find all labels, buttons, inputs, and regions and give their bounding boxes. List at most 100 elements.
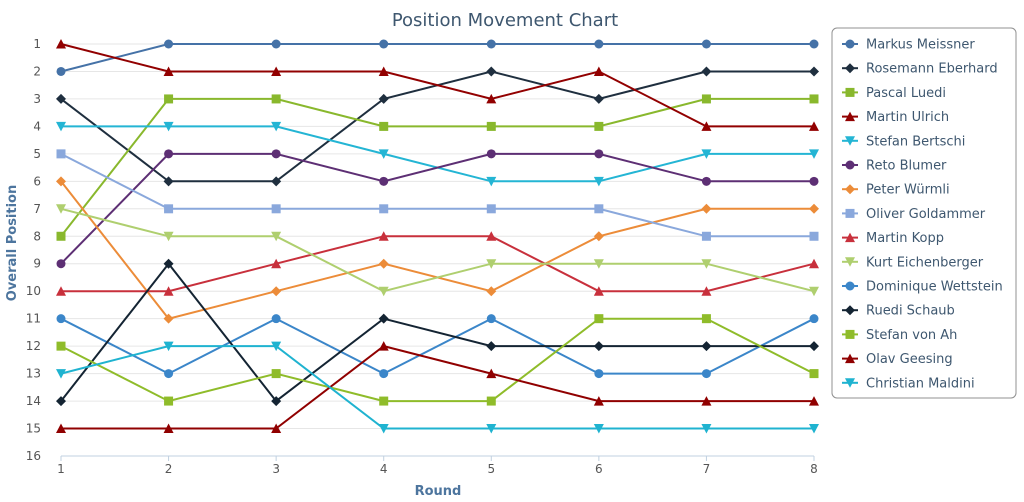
series-8[interactable]: [56, 149, 819, 241]
data-point: [486, 314, 496, 324]
data-point: [809, 231, 819, 241]
data-point: [701, 121, 712, 131]
legend-item[interactable]: Martin Kopp: [842, 231, 944, 246]
data-point: [593, 231, 604, 242]
data-point: [809, 176, 819, 186]
data-point: [486, 204, 496, 214]
legend-item[interactable]: Ruedi Schaub: [842, 304, 955, 319]
series-line[interactable]: [60, 180, 814, 320]
y-tick-label: 10: [26, 284, 41, 298]
data-point: [163, 66, 174, 76]
legend-marker: [845, 208, 855, 218]
series-13[interactable]: [56, 314, 819, 406]
series-15[interactable]: [56, 341, 819, 434]
legend-label: Peter Würmli: [866, 183, 950, 198]
legend-item[interactable]: Christian Maldini: [842, 376, 975, 391]
series-line[interactable]: [60, 317, 815, 375]
series-14[interactable]: [56, 341, 819, 434]
series-line[interactable]: [60, 317, 815, 403]
data-point: [486, 368, 497, 379]
series-line[interactable]: [60, 153, 814, 238]
series-line[interactable]: [60, 207, 815, 293]
data-point: [378, 424, 389, 434]
series-6[interactable]: [56, 149, 819, 269]
data-point: [378, 286, 389, 297]
y-tick-label: 7: [33, 202, 41, 216]
data-point: [56, 93, 66, 104]
legend-label: Pascal Luedi: [866, 86, 946, 101]
series-7[interactable]: [56, 176, 819, 324]
legend-marker: [845, 232, 855, 243]
legend-item[interactable]: Peter Würmli: [842, 183, 950, 198]
x-tick-label: 5: [487, 462, 495, 476]
data-point: [163, 176, 174, 187]
data-point: [486, 286, 497, 297]
legend-item[interactable]: Olav Geesing: [842, 352, 953, 367]
series-line[interactable]: [60, 43, 814, 73]
legend-label: Stefan von Ah: [866, 328, 957, 343]
data-point: [379, 121, 389, 131]
data-point: [809, 369, 819, 379]
legend-label: Oliver Goldammer: [866, 207, 986, 222]
data-point: [378, 341, 389, 351]
legend-item[interactable]: Stefan Bertschi: [842, 134, 965, 149]
data-point: [271, 176, 282, 187]
legend-label: Stefan Bertschi: [866, 134, 965, 149]
data-point: [594, 39, 604, 49]
series-11[interactable]: [56, 314, 819, 379]
legend-item[interactable]: Oliver Goldammer: [842, 207, 986, 222]
data-point: [701, 314, 711, 324]
series-3[interactable]: [56, 94, 819, 241]
y-tick-label: 12: [26, 339, 41, 353]
data-point: [56, 314, 66, 324]
data-point: [271, 231, 282, 242]
legend-item[interactable]: Pascal Luedi: [842, 86, 946, 101]
data-point: [56, 149, 66, 159]
legend-item[interactable]: Dominique Wettstein: [842, 280, 1003, 295]
legend-item[interactable]: Stefan von Ah: [842, 328, 957, 343]
data-point: [593, 66, 604, 76]
legend-item[interactable]: Rosemann Eberhard: [842, 62, 998, 77]
series-line[interactable]: [60, 152, 814, 265]
legend-item[interactable]: Markus Meissner: [842, 38, 975, 53]
data-point: [809, 286, 819, 297]
chart-title: Position Movement Chart: [392, 10, 618, 31]
data-point: [271, 94, 281, 104]
data-point: [593, 341, 604, 352]
series-12[interactable]: [56, 258, 819, 407]
data-point: [486, 176, 497, 187]
y-tick-label: 4: [33, 119, 41, 133]
legend-marker: [845, 281, 855, 291]
data-point: [593, 259, 604, 269]
series-line[interactable]: [60, 262, 814, 403]
data-point: [378, 149, 389, 159]
series-1[interactable]: [56, 39, 819, 76]
legend-item[interactable]: Kurt Eichenberger: [842, 255, 984, 270]
legend-marker: [845, 160, 855, 170]
legend-item[interactable]: Reto Blumer: [842, 159, 947, 174]
data-point: [164, 396, 174, 406]
series-line[interactable]: [61, 345, 814, 430]
y-tick-label: 13: [26, 367, 41, 381]
series-4[interactable]: [56, 39, 819, 131]
series-line[interactable]: [60, 97, 814, 237]
data-point: [701, 176, 711, 186]
series-line[interactable]: [60, 345, 814, 430]
series-10[interactable]: [56, 204, 819, 297]
data-point: [271, 423, 282, 434]
grid-lines: [61, 43, 814, 457]
legend-item[interactable]: Martin Ulrich: [842, 110, 949, 125]
y-tick-label: 1: [33, 37, 41, 51]
data-point: [486, 341, 497, 352]
data-point: [486, 231, 497, 241]
x-tick-label: 4: [380, 462, 388, 476]
data-point: [271, 149, 281, 159]
data-point: [163, 286, 174, 296]
data-point: [594, 121, 604, 131]
data-point: [701, 149, 712, 159]
data-point: [164, 204, 174, 214]
data-point: [163, 423, 174, 434]
x-tick-label: 2: [165, 462, 173, 476]
series-line[interactable]: [60, 43, 814, 128]
